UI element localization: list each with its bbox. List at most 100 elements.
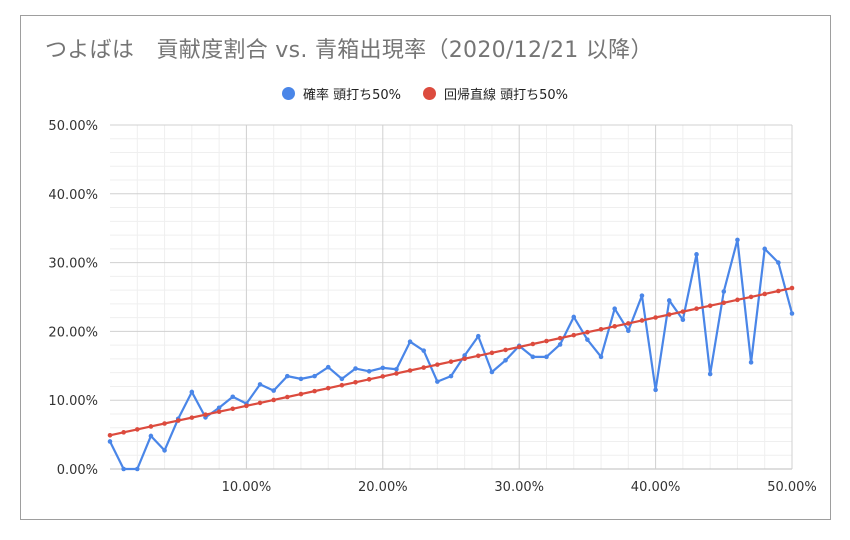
data-point-probability	[557, 342, 563, 347]
data-point-probability	[325, 364, 331, 370]
data-point-probability	[339, 376, 345, 382]
data-point-regression	[244, 403, 249, 409]
data-point-probability	[257, 382, 263, 387]
y-tick-label: 30.00%	[48, 257, 98, 272]
y-tick-label: 50.00%	[48, 119, 98, 134]
data-point-probability	[462, 353, 467, 358]
data-point-regression	[121, 430, 126, 435]
data-point-probability	[721, 289, 727, 294]
data-point-regression	[626, 321, 631, 326]
data-point-probability	[448, 373, 454, 379]
data-point-probability	[748, 360, 754, 365]
data-point-probability	[626, 328, 631, 334]
data-point-probability	[503, 357, 508, 363]
data-point-probability	[475, 333, 481, 339]
data-point-regression	[366, 377, 372, 382]
data-point-regression	[585, 329, 590, 335]
y-tick-label: 10.00%	[48, 394, 98, 409]
data-point-probability	[639, 293, 645, 298]
data-point-probability	[735, 237, 740, 243]
data-point-probability	[421, 348, 427, 353]
y-tick-label: 20.00%	[48, 325, 98, 340]
data-point-regression	[707, 303, 713, 309]
data-point-probability	[598, 354, 604, 360]
legend-dot-probability	[281, 87, 295, 100]
data-point-probability	[366, 369, 372, 374]
data-point-probability	[134, 466, 140, 472]
data-point-probability	[530, 354, 536, 360]
data-point-regression	[162, 421, 167, 426]
data-point-regression	[748, 294, 754, 300]
data-point-regression	[216, 409, 222, 415]
data-point-regression	[544, 338, 549, 344]
data-point-regression	[230, 406, 236, 412]
data-point-probability	[407, 339, 413, 345]
data-point-regression	[407, 368, 413, 373]
data-point-probability	[435, 379, 440, 384]
chart-legend: 確率 頭打ち50% 回帰直線 頭打ち50%	[0, 84, 850, 103]
data-point-probability	[544, 354, 549, 360]
data-point-regression	[598, 326, 604, 332]
data-point-probability	[680, 317, 686, 323]
data-point-regression	[285, 394, 290, 400]
data-point-probability	[148, 433, 154, 439]
data-point-probability	[271, 388, 276, 393]
legend-dot-regression	[423, 87, 436, 100]
data-point-regression	[680, 309, 686, 314]
data-point-probability	[394, 366, 399, 372]
data-point-regression	[148, 424, 154, 429]
data-point-probability	[762, 246, 768, 252]
data-point-probability	[694, 252, 699, 257]
data-point-probability	[585, 337, 590, 342]
x-tick-label: 30.00%	[494, 480, 544, 495]
data-point-regression	[435, 362, 440, 367]
data-point-regression	[694, 306, 699, 311]
data-point-regression	[312, 388, 317, 394]
data-point-regression	[571, 332, 577, 338]
data-point-regression	[107, 432, 113, 438]
data-point-regression	[516, 344, 522, 350]
data-point-probability	[353, 366, 358, 371]
data-point-regression	[666, 312, 672, 317]
data-point-regression	[475, 353, 481, 359]
data-point-regression	[612, 324, 617, 329]
data-point-probability	[707, 371, 713, 377]
series-line-probability	[109, 238, 794, 471]
data-point-regression	[271, 397, 276, 403]
legend-label-regression: 回帰直線 頭打ち50%	[444, 88, 569, 103]
data-point-probability	[107, 439, 113, 444]
data-point-regression	[189, 415, 195, 420]
data-point-probability	[285, 373, 290, 379]
data-point-probability	[298, 376, 304, 382]
legend-item-probability[interactable]: 確率 頭打ち50%	[281, 84, 401, 103]
data-point-regression	[503, 347, 508, 353]
data-point-regression	[134, 427, 140, 432]
data-point-regression	[776, 288, 781, 294]
data-point-probability	[612, 306, 617, 311]
data-point-probability	[789, 311, 795, 316]
x-tick-label: 10.00%	[222, 480, 272, 495]
data-point-regression	[380, 374, 386, 379]
legend-item-regression[interactable]: 回帰直線 頭打ち50%	[423, 84, 568, 103]
data-point-regression	[735, 297, 740, 303]
data-point-probability	[380, 365, 386, 371]
data-point-regression	[762, 291, 768, 297]
data-point-probability	[189, 389, 195, 395]
data-point-probability	[312, 373, 317, 379]
data-point-probability	[489, 369, 495, 375]
data-point-regression	[653, 315, 658, 320]
data-point-regression	[421, 365, 427, 370]
data-point-regression	[175, 418, 181, 423]
data-point-probability	[216, 405, 222, 411]
chart-title: つよばは 貢献度割合 vs. 青箱出現率（2020/12/21 以降）	[45, 38, 653, 63]
data-point-probability	[121, 466, 126, 472]
data-point-regression	[298, 391, 304, 397]
legend-label-probability: 確率 頭打ち50%	[302, 88, 401, 103]
data-point-regression	[489, 350, 495, 356]
data-point-probability	[230, 394, 236, 400]
data-point-regression	[339, 382, 345, 388]
data-point-probability	[666, 298, 672, 303]
data-point-regression	[639, 318, 645, 323]
data-point-regression	[557, 335, 563, 341]
